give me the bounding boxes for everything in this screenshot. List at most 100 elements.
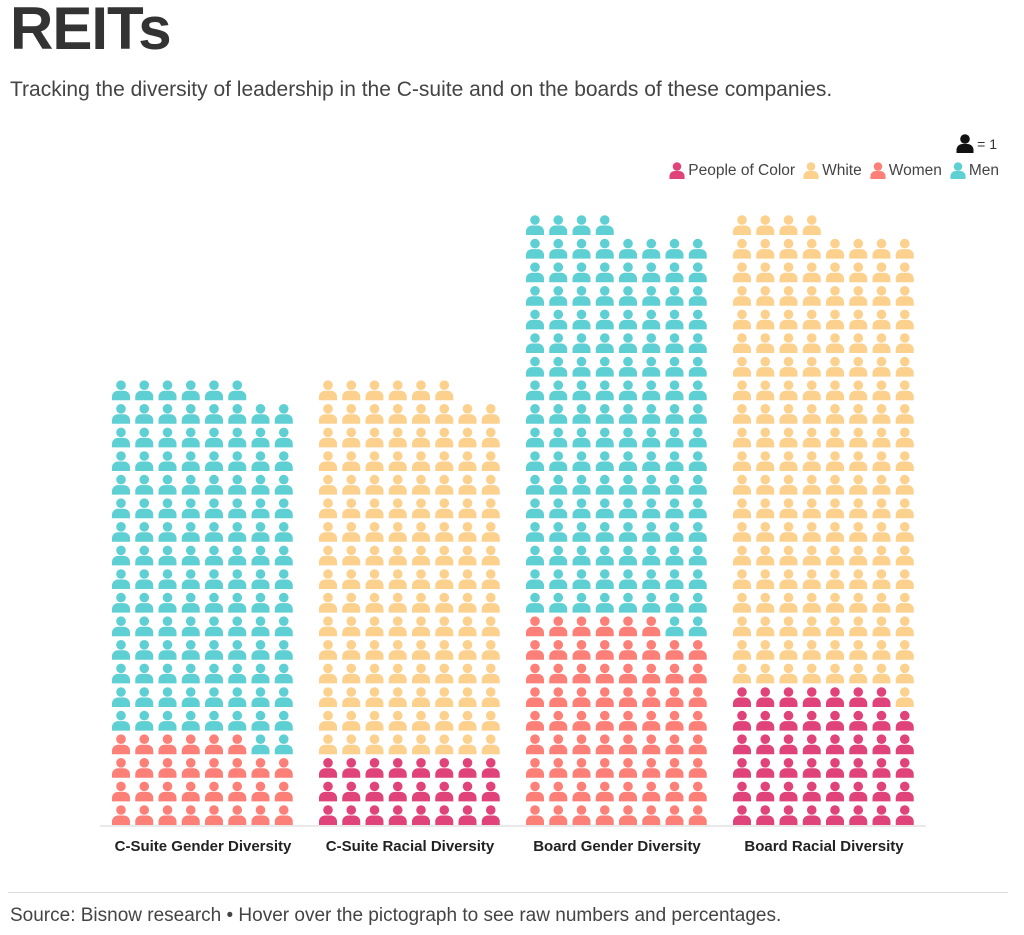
person-icon-men <box>112 474 130 495</box>
person-icon-white <box>826 616 844 637</box>
person-icon-white <box>319 569 337 589</box>
person-icon-white <box>388 710 407 731</box>
person-icon-white <box>319 616 337 637</box>
person-icon-white <box>872 640 891 660</box>
person-icon-men <box>228 687 247 707</box>
person-icon-men <box>274 710 293 731</box>
person-icon-white <box>388 522 407 542</box>
person-icon-white <box>779 498 798 519</box>
person-icon-men <box>688 522 707 542</box>
person-icon-white <box>802 380 821 401</box>
person-icon-white <box>733 427 751 448</box>
person-icon-women <box>688 734 707 755</box>
person-icon-people-of-color <box>872 710 891 731</box>
person-icon-white <box>849 262 868 283</box>
group-c-suite-gender-diversity[interactable] <box>112 380 293 825</box>
person-icon-white <box>733 498 751 519</box>
pictograph-chart[interactable] <box>0 0 1024 835</box>
person-icon-white <box>342 380 361 401</box>
source-note: Source: Bisnow research • Hover over the… <box>10 905 782 926</box>
person-icon-white <box>895 356 914 377</box>
person-icon-men <box>688 545 707 566</box>
person-icon-men <box>572 356 591 377</box>
person-icon-men <box>205 592 223 613</box>
group-board-racial-diversity[interactable] <box>733 215 914 825</box>
person-icon-white <box>779 309 798 330</box>
person-icon-men <box>251 640 270 660</box>
person-icon-people-of-color <box>458 805 477 825</box>
person-icon-white <box>756 427 775 448</box>
person-icon-white <box>365 451 384 471</box>
group-c-suite-racial-diversity[interactable] <box>319 380 500 825</box>
person-icon-people-of-color <box>779 710 798 731</box>
person-icon-white <box>458 545 477 566</box>
person-icon-white <box>435 616 454 637</box>
legend-item-women: Women <box>870 162 942 180</box>
person-icon-white <box>481 663 500 684</box>
person-icon-white <box>365 592 384 613</box>
person-icon-white <box>849 592 868 613</box>
person-icon-white <box>733 663 751 684</box>
person-icon-white <box>756 451 775 471</box>
group-board-gender-diversity[interactable] <box>526 215 707 825</box>
person-icon-white <box>481 687 500 707</box>
person-icon-white <box>388 404 407 424</box>
person-icon-people-of-color <box>802 781 821 802</box>
person-icon-people-of-color <box>802 758 821 778</box>
person-icon-men <box>228 663 247 684</box>
person-icon-white <box>872 286 891 306</box>
person-icon-women <box>181 805 200 825</box>
person-icon-white <box>779 522 798 542</box>
person-icon-men <box>251 474 270 495</box>
person-icon-white <box>458 451 477 471</box>
person-icon-men <box>526 215 544 235</box>
legend-item-white: White <box>803 162 862 180</box>
person-icon-men <box>205 404 223 424</box>
person-icon-white <box>849 238 868 259</box>
person-icon-white <box>872 451 891 471</box>
person-icon-white <box>458 404 477 424</box>
person-icon-white <box>412 498 430 519</box>
person-icon-women <box>665 710 684 731</box>
person-icon-women <box>642 687 661 707</box>
person-icon-women <box>135 805 154 825</box>
person-icon-men <box>619 474 637 495</box>
person-icon-white <box>826 356 844 377</box>
person-icon-men <box>251 616 270 637</box>
person-icon-men <box>549 333 568 353</box>
person-icon-white <box>365 640 384 660</box>
person-icon-white <box>802 616 821 637</box>
person-icon-men <box>205 522 223 542</box>
person-icon-white <box>342 545 361 566</box>
person-icon-people-of-color <box>756 687 775 707</box>
person-icon-men <box>228 616 247 637</box>
person-icon-men <box>158 380 177 401</box>
person-icon-white <box>849 427 868 448</box>
person-icon-white <box>849 522 868 542</box>
person-icon-women <box>251 758 270 778</box>
person-icon-people-of-color <box>849 805 868 825</box>
chart-subtitle: Tracking the diversity of leadership in … <box>10 78 833 101</box>
person-icon-men <box>595 286 614 306</box>
person-icon-people-of-color <box>733 805 751 825</box>
person-icon-white <box>365 404 384 424</box>
person-icon-women <box>642 640 661 660</box>
person-icon-white <box>481 734 500 755</box>
person-icon-men <box>642 592 661 613</box>
person-icon-women <box>549 805 568 825</box>
person-icon-women <box>619 663 637 684</box>
person-icon-men <box>572 238 591 259</box>
person-icon-white <box>342 427 361 448</box>
person-icon-men <box>572 592 591 613</box>
person-icon-men <box>642 238 661 259</box>
person-icon-people-of-color <box>756 710 775 731</box>
person-icon-men <box>251 498 270 519</box>
person-icon-white <box>435 404 454 424</box>
person-icon-men <box>642 380 661 401</box>
person-icon-women <box>619 640 637 660</box>
person-icon-white <box>779 215 798 235</box>
person-icon-white <box>849 640 868 660</box>
person-icon-men <box>181 427 200 448</box>
person-icon-men <box>665 380 684 401</box>
person-icon-men <box>642 427 661 448</box>
